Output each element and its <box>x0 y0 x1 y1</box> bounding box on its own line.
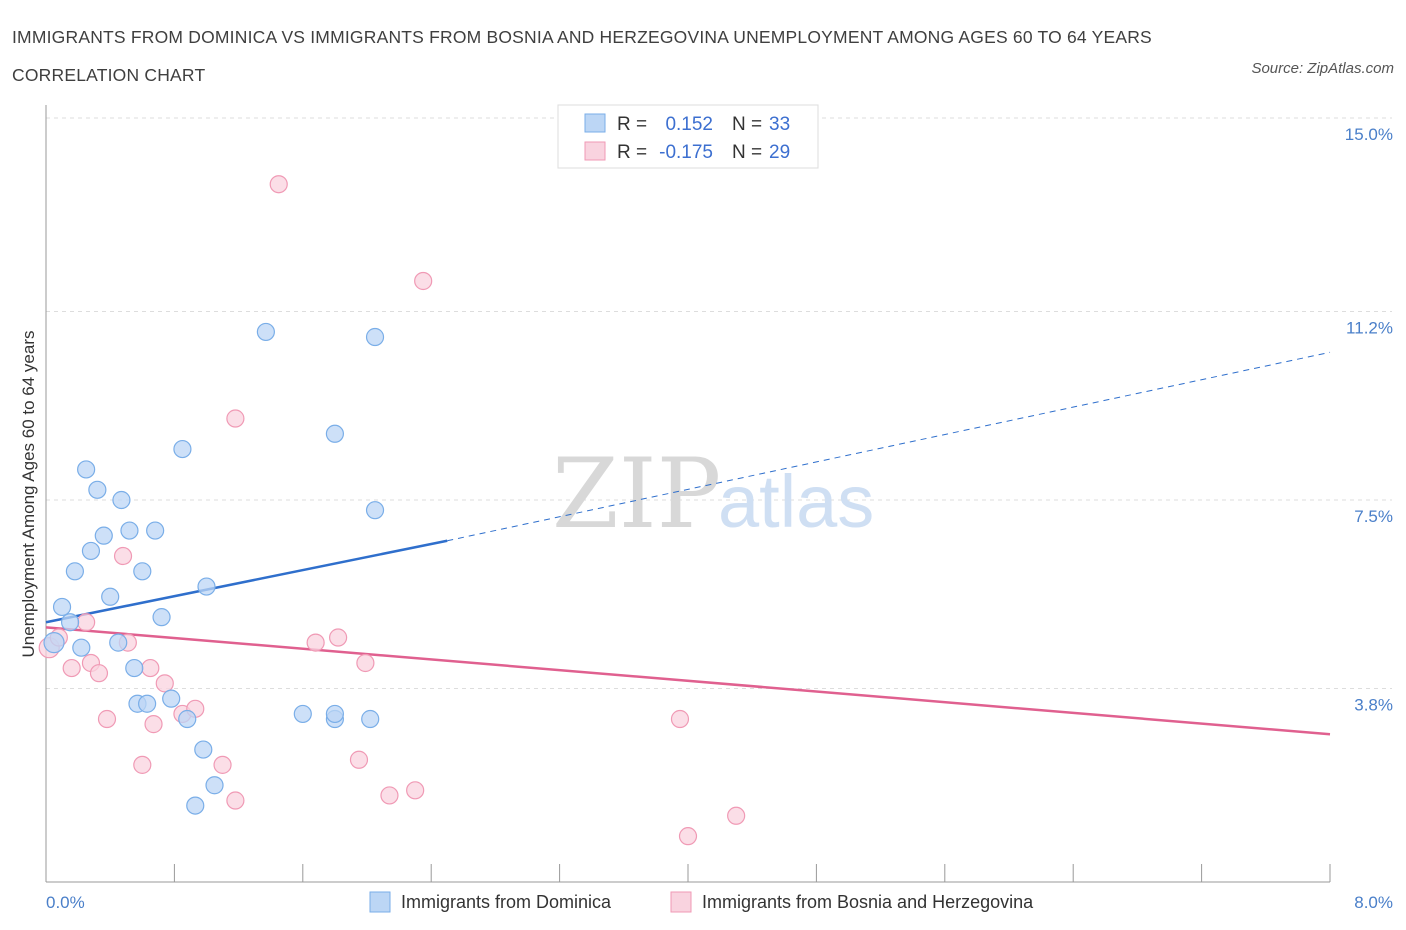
data-point-bosnia-26 <box>670 709 690 729</box>
data-point-dominica-24 <box>197 577 216 596</box>
trend-lines <box>45 351 1331 736</box>
data-point-dominica-19 <box>162 689 181 708</box>
legend-n-value-2: 29 <box>769 142 790 163</box>
y-tick-label-3: 15.0% <box>1345 125 1393 144</box>
data-point-dominica-8 <box>94 526 113 545</box>
watermark-atlas: atlas <box>718 460 874 543</box>
data-point-dominica-7 <box>88 480 107 499</box>
watermark-zip: ZIP <box>552 438 721 550</box>
grid-lines <box>46 117 1392 689</box>
data-point-dominica-20 <box>173 439 192 459</box>
data-point-bosnia-22 <box>356 653 375 673</box>
data-point-dominica-33 <box>365 501 385 520</box>
data-point-bosnia-7 <box>113 546 133 566</box>
y-tick-label-1: 7.5% <box>1354 507 1393 526</box>
data-point-bosnia-11 <box>144 715 163 734</box>
data-point-bosnia-6 <box>97 709 117 729</box>
trend-line-dominica <box>45 539 448 624</box>
legend-n-label-1: N = <box>732 114 762 135</box>
legend-r-label-1: R = <box>617 114 647 135</box>
data-point-dominica-3 <box>65 562 84 581</box>
axes <box>45 105 1331 883</box>
data-point-bosnia-10 <box>141 658 160 678</box>
data-point-bosnia-3 <box>77 613 96 632</box>
data-points <box>38 175 746 846</box>
data-point-dominica-9 <box>101 587 120 606</box>
trend-line-bosnia <box>45 626 1331 736</box>
data-point-bosnia-5 <box>89 664 109 683</box>
legend-swatch-dominica <box>584 113 606 133</box>
legend-r-value-2: -0.175 <box>659 142 713 163</box>
data-point-dominica-10 <box>109 633 128 652</box>
chart-title: IMMIGRANTS FROM DOMINICA VS IMMIGRANTS F… <box>12 27 1152 85</box>
trend-line-dominica-extended <box>447 351 1331 542</box>
legend-n-label-2: N = <box>732 142 762 163</box>
x-tick-label-max: 8.0% <box>1354 893 1393 912</box>
data-point-dominica-23 <box>194 740 213 759</box>
bottom-legend-label-dominica: Immigrants from Dominica <box>401 892 612 912</box>
top-legend: R = 0.152 N = 33 R = -0.175 N = 29 <box>557 104 819 169</box>
data-point-dominica-4 <box>72 638 91 657</box>
data-point-dominica-12 <box>120 521 139 540</box>
x-tick-label-min: 0.0% <box>46 893 85 912</box>
data-point-bosnia-15 <box>213 755 232 774</box>
source-label: Source: ZipAtlas.com <box>1251 60 1394 77</box>
data-point-dominica-27 <box>293 704 312 724</box>
data-point-dominica-5 <box>77 460 96 479</box>
data-point-dominica-2 <box>60 613 80 632</box>
bottom-legend: Immigrants from Dominica Immigrants from… <box>369 891 1034 913</box>
bottom-legend-swatch-dominica <box>369 891 391 913</box>
bottom-legend-label-bosnia: Immigrants from Bosnia and Herzegovina <box>702 892 1034 912</box>
data-point-bosnia-18 <box>269 175 288 194</box>
legend-r-value-1: 0.152 <box>665 114 713 135</box>
y-tick-label-2: 11.2% <box>1346 319 1393 338</box>
data-point-dominica-0 <box>43 632 65 654</box>
data-point-bosnia-16 <box>226 791 245 810</box>
data-point-dominica-13 <box>125 658 144 678</box>
data-point-bosnia-17 <box>226 409 245 428</box>
y-axis-label: Unemployment Among Ages 60 to 64 years <box>19 331 38 658</box>
data-point-bosnia-12 <box>155 674 174 693</box>
data-point-bosnia-27 <box>678 827 698 846</box>
data-point-dominica-11 <box>112 490 131 510</box>
data-point-dominica-25 <box>205 776 224 795</box>
data-point-bosnia-21 <box>349 750 369 769</box>
data-point-bosnia-23 <box>414 271 433 291</box>
legend-n-value-1: 33 <box>769 114 790 135</box>
data-point-dominica-16 <box>138 694 157 713</box>
data-point-dominica-1 <box>52 597 72 617</box>
data-point-dominica-17 <box>146 521 165 540</box>
data-point-dominica-26 <box>256 322 275 342</box>
data-point-bosnia-24 <box>380 786 399 805</box>
data-point-dominica-6 <box>81 541 101 561</box>
data-point-bosnia-9 <box>133 755 152 774</box>
data-point-bosnia-20 <box>329 628 348 647</box>
data-point-dominica-15 <box>133 562 152 581</box>
data-point-dominica-32 <box>365 327 385 347</box>
data-point-bosnia-25 <box>406 781 425 800</box>
data-point-dominica-18 <box>152 608 171 627</box>
data-point-dominica-28 <box>325 424 344 443</box>
bottom-legend-swatch-bosnia <box>670 891 692 913</box>
data-point-dominica-31 <box>361 709 380 729</box>
y-tick-label-0: 3.8% <box>1354 695 1393 714</box>
data-point-bosnia-2 <box>62 658 81 678</box>
y-tick-labels: 3.8% 7.5% 11.2% 15.0% <box>1345 125 1393 714</box>
data-point-bosnia-28 <box>727 806 746 825</box>
data-point-dominica-22 <box>186 796 205 815</box>
data-point-dominica-21 <box>178 709 197 729</box>
data-point-bosnia-19 <box>306 633 325 652</box>
legend-swatch-bosnia <box>584 141 606 161</box>
legend-r-label-2: R = <box>617 142 647 163</box>
data-point-dominica-30 <box>325 704 344 724</box>
